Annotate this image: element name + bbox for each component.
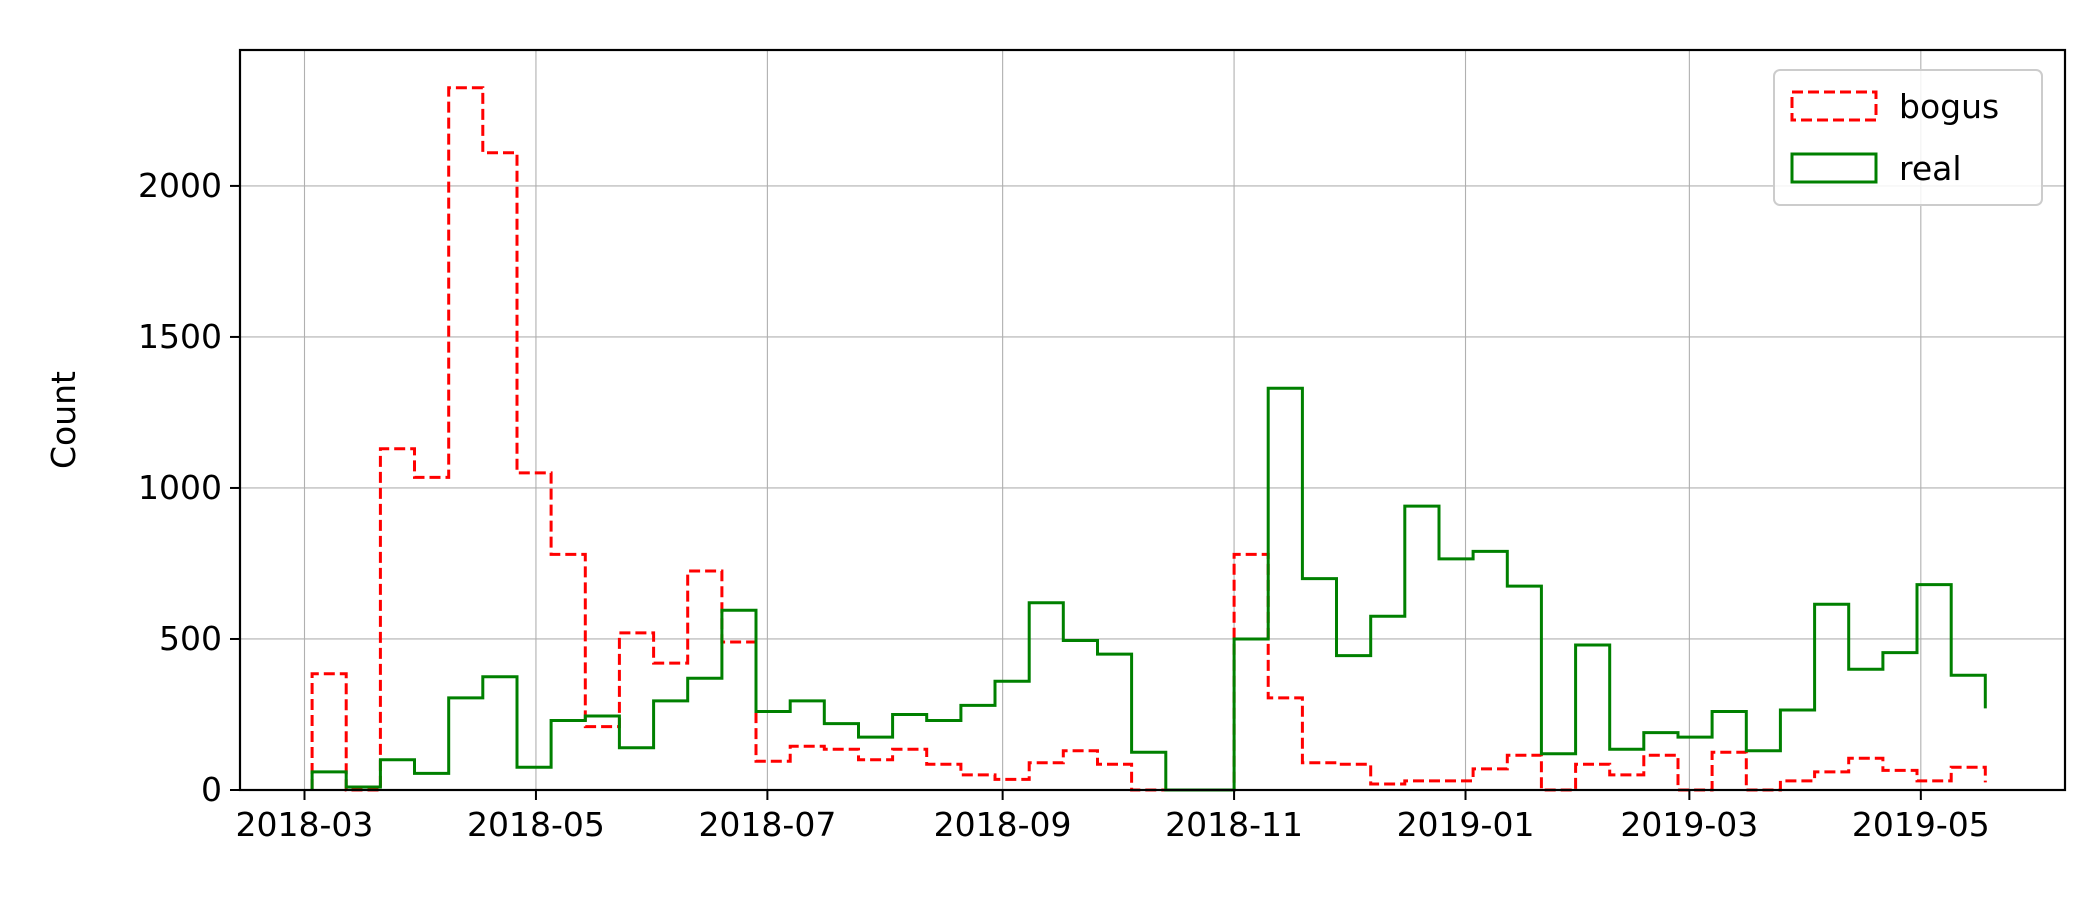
legend-label-bogus: bogus: [1899, 87, 1999, 126]
y-tick-label: 500: [159, 619, 222, 658]
y-axis: 0 500 1000 1500 2000: [138, 166, 240, 809]
x-tick-label: 2019-03: [1620, 805, 1758, 844]
y-tick-label: 1000: [138, 468, 222, 507]
x-tick-label: 2018-05: [467, 805, 605, 844]
x-tick-label: 2019-01: [1397, 805, 1535, 844]
series-real-step-line: [310, 386, 1987, 792]
legend-label-real: real: [1899, 149, 1962, 188]
series-bogus-step-line: [310, 86, 1987, 792]
legend: bogus real: [1773, 69, 2043, 206]
plot-area-frame: [238, 48, 2067, 792]
legend-swatch-bogus: [1790, 90, 1878, 122]
y-tick-label: 0: [201, 770, 222, 809]
x-tick-label: 2019-05: [1852, 805, 1990, 844]
x-tick-label: 2018-07: [698, 805, 836, 844]
y-axis-title: Count: [44, 371, 83, 469]
y-tick-label: 1500: [138, 317, 222, 356]
x-tick-label: 2018-09: [934, 805, 1072, 844]
y-tick-label: 2000: [138, 166, 222, 205]
legend-swatch-real: [1790, 152, 1878, 184]
series-layer: [310, 86, 1987, 792]
x-tick-label: 2018-03: [236, 805, 374, 844]
x-tick-label: 2018-11: [1165, 805, 1303, 844]
x-axis: 2018-03 2018-05 2018-07 2018-09 2018-11 2019-…: [236, 790, 1990, 844]
legend-box: [1773, 69, 2043, 206]
